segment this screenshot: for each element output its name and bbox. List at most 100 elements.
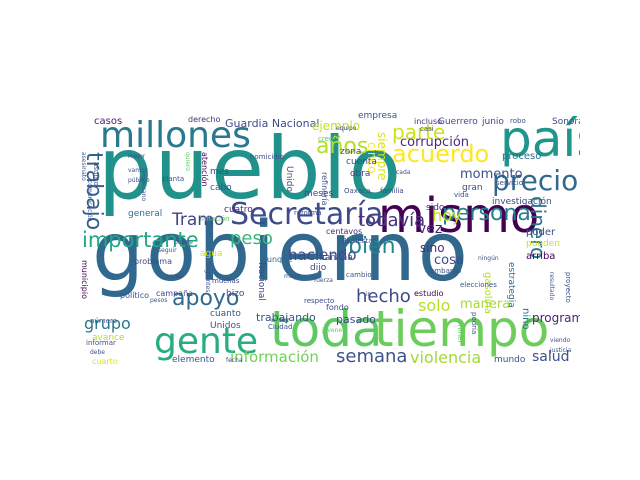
word: cuenta — [346, 157, 377, 167]
word: mayo — [284, 273, 301, 280]
word: todavía — [358, 210, 426, 231]
word: estrategia — [506, 262, 516, 308]
word: Guardia Nacional — [225, 117, 320, 130]
word: ningún — [478, 255, 499, 262]
word: solo — [418, 296, 451, 315]
word: asesinato — [80, 152, 87, 181]
word: avance — [92, 333, 125, 343]
word: vez — [418, 221, 443, 237]
word: mundo — [494, 355, 526, 365]
word: agua — [200, 249, 223, 259]
word: hizo — [226, 289, 245, 299]
word: incluso — [414, 117, 443, 126]
word: Unido — [284, 166, 294, 193]
word: cada — [396, 169, 411, 176]
word: ir — [366, 291, 371, 298]
word: elemento — [172, 355, 215, 365]
word: sido — [426, 203, 445, 213]
word: Nacional — [256, 262, 266, 301]
word: fuerza — [314, 277, 333, 284]
word: Sonora — [552, 117, 580, 127]
word: programa — [532, 311, 580, 325]
word: precio — [492, 164, 579, 197]
word: gasolina — [482, 272, 493, 314]
word: haciendo — [288, 246, 357, 264]
word: poder — [526, 227, 556, 238]
word: fondo — [326, 303, 349, 312]
word: arriba — [526, 251, 556, 262]
word: dinero — [526, 196, 550, 260]
word: centavos — [326, 227, 363, 236]
word: años — [316, 134, 369, 159]
word: proceso — [502, 151, 542, 162]
word: casi — [420, 125, 434, 133]
word: primer — [456, 320, 464, 344]
word: trabajo — [81, 152, 106, 231]
word: estudio — [414, 289, 444, 298]
word: problema — [134, 257, 173, 266]
word: gente — [154, 321, 259, 362]
word: empresa — [358, 112, 398, 121]
word: trabajando — [256, 311, 316, 324]
word: refinería — [320, 172, 329, 206]
word: atención — [200, 152, 209, 187]
word: semana — [336, 346, 408, 367]
word: derecho — [188, 115, 221, 124]
word: cuarto — [92, 357, 118, 366]
word: quiero — [184, 152, 191, 171]
word: investigación — [492, 197, 552, 207]
word: aunque — [262, 255, 293, 264]
word: apoyo — [172, 286, 240, 311]
word: municipio — [80, 260, 89, 299]
word: salud — [532, 349, 570, 365]
word: obra — [350, 169, 371, 179]
word: Oaxaca — [344, 187, 371, 195]
word: persona — [442, 201, 531, 226]
word: proyecto — [564, 272, 572, 303]
word: político — [120, 291, 150, 300]
word: gobierno — [92, 205, 470, 300]
word: embargo — [430, 267, 462, 275]
word: país — [500, 112, 580, 168]
word: manera — [460, 297, 511, 312]
word: Unidos — [210, 321, 241, 331]
word: informar — [86, 339, 116, 347]
word: millones — [100, 115, 251, 156]
word-cloud: pueblo gobierno mismo país tiempo toda m… — [80, 112, 580, 370]
word: bien — [348, 234, 396, 259]
word: información — [230, 348, 319, 366]
word: niño — [520, 308, 531, 330]
word: siempre — [375, 132, 389, 181]
word: Secretaría — [230, 197, 384, 232]
word: creo — [318, 135, 334, 143]
word: comunicación — [86, 180, 93, 222]
word: gran — [462, 183, 483, 193]
word: ejemplo — [312, 119, 361, 133]
word: jóvenes — [322, 327, 346, 334]
word: cabo — [210, 183, 232, 193]
word: muchas — [212, 277, 240, 285]
word: dijo — [310, 263, 327, 273]
word: asunto — [92, 162, 100, 186]
word: público — [128, 177, 150, 184]
word: mañana — [316, 253, 353, 263]
word: pesos — [150, 297, 168, 304]
word: junio — [482, 117, 504, 127]
word: campaña — [156, 289, 194, 298]
word: pueden — [526, 239, 560, 249]
word: migrantes — [204, 262, 211, 293]
word: elecciones — [460, 281, 497, 289]
word: poner — [166, 273, 184, 280]
word: pasado — [336, 313, 376, 326]
word: sino — [420, 241, 445, 255]
word: Bienestar — [342, 237, 376, 245]
word: Tramo — [172, 210, 225, 230]
word: Guerrero — [438, 117, 478, 127]
word: equipo — [336, 125, 357, 132]
word: mismo — [378, 188, 540, 244]
word: puede — [174, 239, 193, 246]
word: inflación — [200, 215, 230, 223]
word: resultado — [548, 272, 555, 301]
word: tiempo — [374, 300, 550, 358]
word: corrupción — [400, 135, 470, 150]
